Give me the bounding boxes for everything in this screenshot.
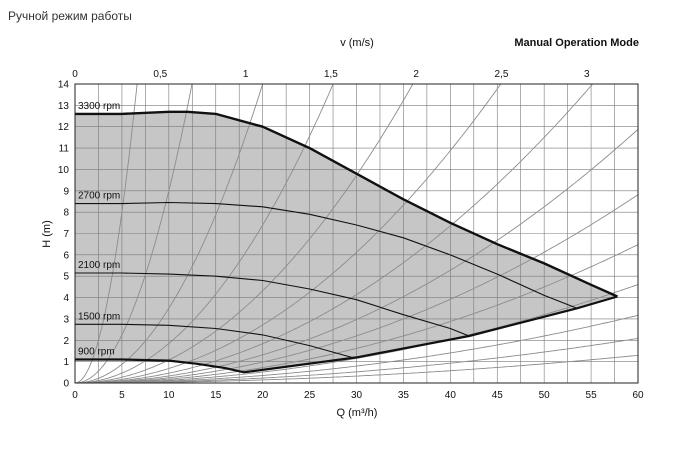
envelope-lower-curve — [243, 295, 618, 374]
y-tick-label: 10 — [58, 165, 70, 176]
page-caption: Ручной режим работы — [8, 9, 132, 23]
curve-label-3300-rpm: 3300 rpm — [78, 101, 120, 112]
pump-curve-2700-rpm — [75, 201, 578, 309]
pump-curves — [75, 110, 618, 374]
top-tick-label: 3 — [584, 69, 590, 80]
plot-frame — [74, 83, 639, 384]
top-tick-label: 0,5 — [153, 69, 167, 80]
y-axis-title: H (m) — [41, 220, 53, 248]
y-tick-label: 5 — [63, 272, 69, 283]
top-tick-label: 2,5 — [495, 69, 509, 80]
curve-label-2700-rpm: 2700 rpm — [78, 191, 120, 202]
x-tick-label: 15 — [210, 390, 222, 401]
pump-curve-1500-rpm — [75, 323, 352, 358]
y-tick-label: 13 — [58, 101, 70, 112]
top-tick-label: 1 — [243, 69, 249, 80]
system-curve — [75, 83, 264, 384]
top-axis-title: v (m/s) — [340, 37, 374, 49]
system-curve — [75, 354, 639, 384]
system-curve — [75, 83, 334, 384]
x-tick-label: 30 — [351, 390, 363, 401]
y-tick-label: 0 — [63, 379, 69, 390]
x-tick-label: 45 — [492, 390, 504, 401]
curve-label-1500-rpm: 1500 rpm — [78, 311, 120, 322]
curve-label-900-rpm: 900 rpm — [78, 347, 115, 358]
y-tick-label: 12 — [58, 122, 70, 133]
y-tick-label: 4 — [63, 293, 69, 304]
operating-area — [75, 111, 618, 373]
x-tick-label: 35 — [398, 390, 410, 401]
curve-labels: 3300 rpm 2700 rpm 2100 rpm 1500 rpm 900 rpm — [78, 101, 120, 358]
x-tick-label: 50 — [539, 390, 551, 401]
pump-curve-3300-rpm — [75, 110, 618, 298]
envelope-min-curve — [75, 358, 245, 374]
curve-label-2100-rpm: 2100 rpm — [78, 260, 120, 271]
chart-title: Manual Operation Mode — [514, 37, 639, 49]
top-tick-label: 0 — [72, 69, 78, 80]
x-tick-label: 60 — [632, 390, 644, 401]
system-curve — [74, 83, 138, 384]
top-tick-label: 2 — [413, 69, 419, 80]
y-tick-label: 6 — [63, 250, 69, 261]
tick-labels: 0 5 10 15 20 25 30 35 40 45 50 55 600123456789101112… — [58, 69, 644, 401]
x-tick-label: 55 — [586, 390, 598, 401]
y-tick-label: 11 — [59, 144, 70, 155]
x-tick-label: 40 — [445, 390, 457, 401]
y-tick-label: 8 — [63, 208, 69, 219]
y-tick-label: 7 — [63, 229, 69, 240]
system-curve — [75, 244, 639, 384]
operating-area-fill — [75, 111, 618, 373]
y-tick-label: 14 — [58, 80, 70, 91]
y-tick-label: 9 — [63, 186, 69, 197]
grid — [75, 84, 638, 383]
y-tick-label: 2 — [63, 336, 69, 347]
y-tick-label: 3 — [63, 314, 69, 325]
system-curve — [75, 194, 639, 384]
x-axis-title: Q (m³/h) — [337, 407, 378, 419]
top-tick-label: 1,5 — [324, 69, 338, 80]
system-curves — [74, 83, 639, 384]
system-curve — [75, 83, 594, 384]
system-curve — [74, 83, 193, 384]
system-curve — [75, 314, 639, 384]
y-tick-label: 1 — [63, 357, 69, 368]
x-tick-label: 20 — [257, 390, 269, 401]
pump-curve-2100-rpm — [75, 272, 470, 337]
system-curve — [75, 83, 414, 384]
system-curve — [75, 128, 639, 384]
x-tick-label: 25 — [304, 390, 316, 401]
x-tick-label: 0 — [72, 390, 78, 401]
x-tick-label: 5 — [119, 390, 125, 401]
x-tick-label: 10 — [163, 390, 175, 401]
system-curve — [75, 83, 502, 384]
